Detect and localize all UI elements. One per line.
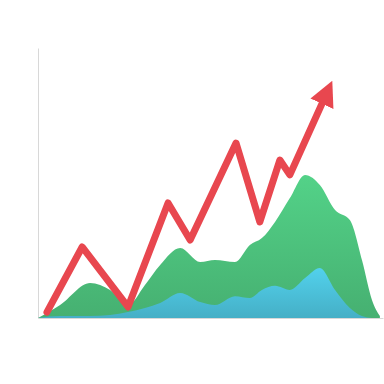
axis-line [38,49,39,319]
line [47,97,325,312]
x-axis [39,318,384,319]
chart [0,0,384,384]
area [38,268,380,318]
plot-area [38,97,380,318]
y-axis [38,49,39,319]
axis-line [39,318,384,319]
